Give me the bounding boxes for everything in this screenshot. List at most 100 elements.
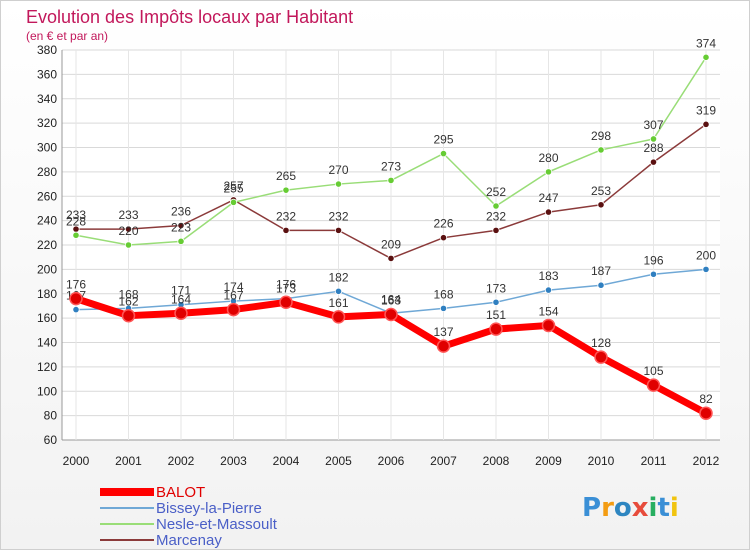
- data-label: 171: [171, 284, 191, 298]
- y-tick-label: 220: [37, 238, 57, 252]
- data-label: 220: [118, 224, 138, 238]
- data-label: 128: [591, 336, 611, 350]
- data-point: [384, 307, 398, 322]
- data-point: [492, 226, 500, 234]
- y-tick-label: 200: [37, 262, 57, 276]
- data-point: [124, 241, 133, 249]
- data-label: 183: [538, 269, 558, 283]
- grid-lines: [61, 49, 720, 441]
- data-label: 252: [486, 185, 506, 199]
- data-point: [649, 135, 658, 143]
- proxiti-logo: Proxiti: [582, 493, 679, 523]
- data-label: 253: [591, 184, 611, 198]
- data-point: [594, 350, 608, 364]
- data-point: [597, 281, 605, 289]
- y-tick-label: 380: [37, 43, 57, 57]
- y-tick-label: 340: [37, 92, 57, 106]
- x-tick-label: 2000: [63, 454, 90, 468]
- data-label: 228: [66, 214, 86, 228]
- data-label: 174: [223, 280, 243, 294]
- data-label: 233: [118, 208, 138, 222]
- x-tick-label: 2003: [220, 454, 247, 468]
- data-label: 173: [486, 281, 506, 295]
- data-point: [649, 270, 658, 278]
- data-point: [177, 237, 185, 245]
- data-label: 154: [538, 304, 558, 318]
- data-label: 280: [538, 151, 558, 165]
- data-label: 295: [433, 133, 453, 147]
- data-label: 196: [643, 253, 663, 267]
- logo-letter: r: [601, 493, 614, 523]
- data-point: [439, 149, 448, 158]
- data-point: [331, 310, 346, 324]
- data-point: [282, 226, 290, 234]
- data-label: 137: [433, 325, 453, 339]
- data-label: 200: [696, 248, 716, 262]
- x-axis: 2000 2001 2002 2003 2004 2005 2006 2007 2008 2009…: [63, 454, 720, 468]
- data-label: 168: [433, 287, 453, 301]
- legend-label: BALOT: [156, 484, 205, 501]
- x-tick-label: 2011: [641, 454, 667, 468]
- data-point: [279, 295, 293, 310]
- x-tick-label: 2005: [325, 454, 352, 468]
- data-point: [121, 308, 136, 323]
- data-point: [72, 305, 80, 314]
- data-label: 298: [591, 129, 611, 143]
- data-label: 161: [328, 296, 348, 310]
- data-point: [544, 286, 553, 294]
- x-tick-label: 2007: [430, 454, 457, 468]
- data-label: 187: [591, 264, 611, 278]
- data-point: [229, 198, 238, 206]
- data-label: 232: [486, 209, 506, 223]
- data-point: [334, 287, 343, 295]
- y-tick-label: 100: [37, 384, 57, 398]
- x-tick-label: 2008: [483, 454, 510, 468]
- data-label: 233: [66, 208, 86, 222]
- data-point: [702, 265, 710, 273]
- data-label: 105: [643, 364, 663, 378]
- logo-letter: i: [670, 493, 679, 523]
- data-point: [174, 306, 188, 320]
- y-tick-label: 260: [37, 189, 57, 203]
- logo-letter: o: [614, 493, 632, 523]
- data-label: 232: [328, 209, 348, 223]
- data-label: 182: [328, 270, 348, 284]
- logo-letter: i: [649, 493, 658, 523]
- data-label: 226: [433, 217, 453, 231]
- y-tick-label: 280: [37, 165, 57, 179]
- y-tick-label: 180: [37, 287, 57, 301]
- y-tick-label: 120: [37, 360, 57, 374]
- x-tick-label: 2006: [378, 454, 405, 468]
- data-label: 288: [643, 141, 663, 155]
- data-label: 270: [328, 163, 348, 177]
- logo-letter: P: [582, 493, 601, 523]
- series-balot: 176 162 164 167 173 161 163 137 151 154 128 105 82: [66, 278, 713, 420]
- data-label: 223: [171, 220, 191, 234]
- y-tick-label: 160: [37, 311, 57, 325]
- data-point: [72, 231, 80, 239]
- x-tick-label: 2010: [588, 454, 615, 468]
- logo-letter: x: [632, 493, 649, 523]
- x-tick-label: 2002: [168, 454, 195, 468]
- data-label: 257: [223, 179, 243, 193]
- data-point: [597, 201, 605, 209]
- x-tick-label: 2012: [693, 454, 720, 468]
- data-point: [226, 302, 241, 317]
- data-label: 151: [486, 308, 506, 322]
- legend: BALOTBissey-la-PierreNesle-et-MassoultMa…: [100, 484, 278, 549]
- data-point: [334, 180, 343, 188]
- data-label: 167: [223, 289, 243, 303]
- data-label: 173: [276, 281, 296, 295]
- legend-label: Marcenay: [156, 532, 222, 549]
- data-label: 162: [118, 295, 138, 309]
- data-label: 164: [381, 292, 401, 306]
- legend-label: Bissey-la-Pierre: [156, 500, 262, 517]
- data-point: [646, 378, 661, 392]
- data-point: [649, 158, 658, 166]
- data-label: 176: [276, 278, 296, 292]
- series-marcenay: 233 233 236 257 232 232 209 226 232 247 253 288 319: [66, 103, 716, 263]
- x-tick-label: 2004: [273, 454, 300, 468]
- data-label: 209: [381, 237, 401, 251]
- data-point: [597, 146, 605, 154]
